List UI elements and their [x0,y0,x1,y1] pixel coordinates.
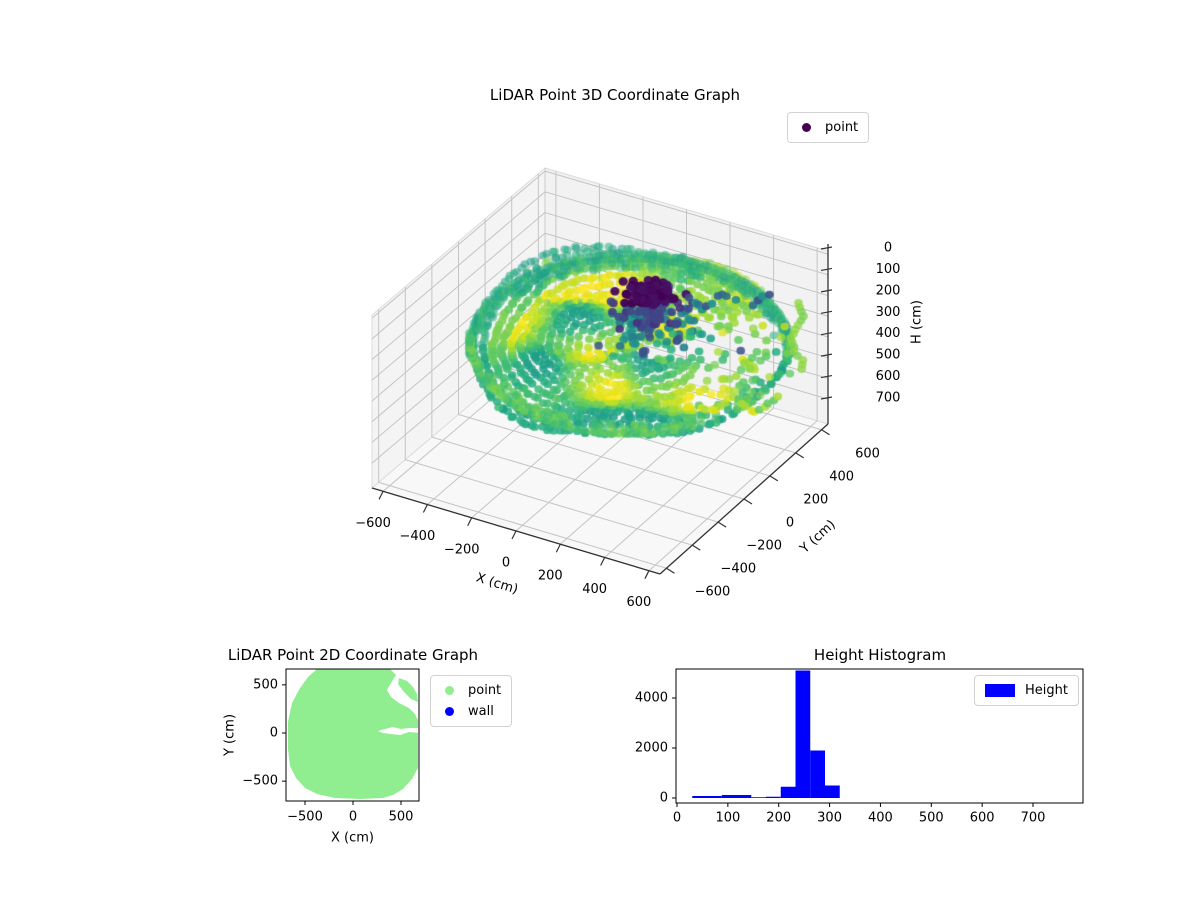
z-tick-label: 0 [884,241,892,256]
hist-bar [736,795,752,798]
y-tick-label: 600 [855,446,880,461]
y-axis-label: Y (cm) [797,517,839,557]
x-tick [422,504,428,513]
y-tick-label: −400 [720,562,756,577]
x-tick-label: 0 [673,811,681,826]
legend-label: point [468,683,502,698]
hist-bar [795,670,811,798]
hist-bar [766,796,781,798]
legend-entry-height: Height [983,680,1068,701]
height-swatch-icon [985,684,1015,697]
y-tick [717,521,727,528]
z-tick-label: 500 [876,348,901,363]
y-tick-label: 4000 [635,691,668,706]
hist-bar [810,750,826,798]
x-tick [600,557,606,566]
hist-legend: Height [974,675,1079,706]
plot3d-legend: point [787,112,870,143]
legend-entry-wall: wall [439,701,501,722]
point-marker-icon [802,123,811,132]
x-tick-label: 0 [502,556,510,571]
x-tick-label: −600 [355,516,391,531]
z-tick-label: 200 [876,283,901,298]
z-tick [820,246,833,250]
x-tick [644,570,650,579]
plot2d-legend: point wall [430,675,513,727]
plot2d-title: LiDAR Point 2D Coordinate Graph [227,646,479,664]
y-tick-label: 2000 [635,741,668,756]
y-tick-label: −600 [695,585,731,600]
y-tick [821,429,830,436]
x-tick-label: −400 [400,529,436,544]
plot3d-title: LiDAR Point 3D Coordinate Graph [489,86,741,104]
x-tick-label: 200 [766,811,791,826]
z-tick-label: 100 [876,262,901,277]
x-tick-label: 400 [868,811,893,826]
wall-marker-icon [445,707,454,716]
x-tick-label: 600 [970,811,995,826]
x-tick [511,530,517,540]
x-tick [555,543,561,553]
x-tick-label: 200 [538,569,563,584]
z-axis-label: H (cm) [910,300,925,344]
x-tick-label: −500 [287,810,323,825]
legend-entry-point: point [796,117,858,138]
y-tick-label: 200 [803,492,828,507]
hist-bar [825,785,840,798]
hist-title: Height Histogram [813,646,947,664]
y-tick [795,452,805,459]
y-tick-label: 0 [786,516,794,531]
y-tick [743,498,753,505]
legend-label: Height [1025,683,1068,698]
z-tick-label: 300 [876,305,901,320]
y-tick [691,544,701,551]
y-tick [666,567,675,574]
y-axis-label: Y (cm) [223,714,238,757]
y-tick-label: 500 [253,677,278,692]
z-tick-label: 700 [876,391,901,406]
y-tick-label: −500 [242,774,278,789]
hist-bar [721,795,737,798]
x-tick-label: 300 [817,811,842,826]
hist-bar [751,797,767,798]
x-tick-label: 0 [349,810,357,825]
hist-bar [780,786,796,798]
x-tick-label: −200 [444,542,480,557]
hist-bar [692,796,708,798]
x-tick-label: 500 [919,811,944,826]
x-tick [378,491,384,500]
y-tick-label: 0 [660,791,668,806]
legend-label: point [825,120,859,135]
point-marker-icon [445,686,454,695]
x-tick-label: 600 [627,595,652,610]
x-axis-label: X (cm) [474,571,520,598]
y-tick-label: 0 [270,726,278,741]
x-axis-label: X (cm) [331,831,374,846]
z-tick-label: 600 [876,369,901,384]
x-tick-label: 500 [389,810,414,825]
y-tick-label: 400 [829,469,854,484]
x-tick-label: 100 [715,811,740,826]
x-tick [467,517,473,527]
legend-label: wall [468,704,494,719]
y-tick [769,475,779,482]
hist-bar [707,796,722,798]
x-tick-label: 400 [582,582,607,597]
z-tick-label: 400 [876,326,901,341]
x-tick-label: 700 [1021,811,1046,826]
y-tick-label: −200 [746,539,782,554]
legend-entry-point: point [439,680,501,701]
